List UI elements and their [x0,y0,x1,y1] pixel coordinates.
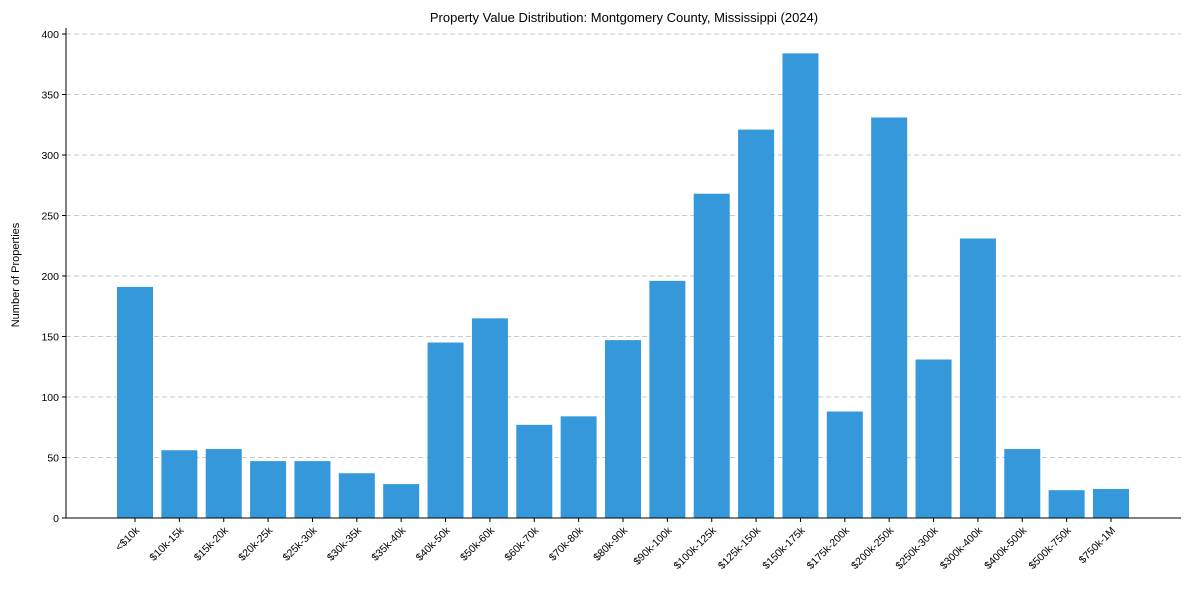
y-tick-label: 250 [41,211,59,223]
bars: <$10k: 191$10k-15k: 56$15k-20k: 57$20k-2… [117,53,1129,519]
bar-11: $80k-90k: 147 [605,340,641,518]
x-tick-label: $80k-90k [591,524,631,564]
bar-16: $175k-200k: 88 [826,411,863,518]
x-tick-label: $250k-300k [893,524,941,572]
x-tick-label: $10k-15k [147,524,187,564]
bar-10: $70k-80k: 84 [560,416,597,518]
x-tick-label: $400k-500k [982,524,1030,572]
x-tick-label: $25k-30k [281,524,321,564]
x-tick-label: $750k-1M [1077,525,1119,567]
bar-21: $500k-750k: 23 [1048,490,1085,518]
bar-1: $10k-15k: 56 [161,450,198,518]
bar-5: $30k-35k: 37 [338,473,375,518]
x-tick-label: $100k-125k [672,524,720,572]
x-tick-label: $35k-40k [369,524,409,564]
x-tick-label: $175k-200k [805,524,853,572]
y-tick-label: 0 [53,513,59,525]
x-tick-label: $300k-400k [938,524,986,572]
bar-20: $400k-500k: 57 [1004,449,1041,518]
bar-8: $50k-60k: 165 [471,318,508,518]
bar-22: $750k-1M: 24 [1093,488,1129,518]
x-tick-label: $40k-50k [414,524,454,564]
x-tick-label: $15k-20k [192,524,232,564]
x-tick-label: $90k-100k [631,524,675,568]
chart-title: Property Value Distribution: Montgomery … [430,10,818,25]
bar-18: $250k-300k: 131 [915,359,952,518]
x-tick-label: $60k-70k [502,524,542,564]
bar-15: $150k-175k: 384 [782,53,819,519]
x-tick-label: <$10k [113,524,142,553]
bar-4: $25k-30k: 47 [294,461,331,518]
bar-3: $20k-25k: 47 [250,461,287,518]
bar-17: $200k-250k: 331 [871,117,908,519]
x-tick-label: $70k-80k [547,524,587,564]
x-tick-label: $500k-750k [1026,524,1074,572]
bar-13: $100k-125k: 268 [693,193,730,518]
x-tick-label: $50k-60k [458,524,498,564]
x-tick-label: $150k-175k [760,524,808,572]
x-tick-label: $30k-35k [325,524,365,564]
x-tick-label: $200k-250k [849,524,897,572]
y-tick-label: 150 [41,332,59,344]
y-tick-label: 300 [41,150,59,162]
bar-7: $40k-50k: 145 [427,342,464,518]
y-tick-label: 350 [41,90,59,102]
y-tick-label: 200 [41,271,59,283]
y-tick-labels: 0 50 100 150 200 250 300 350 400 [41,29,66,525]
x-tick-label: $125k-150k [716,524,764,572]
x-tick-label: $20k-25k [236,524,276,564]
bar-0: <$10k: 191 [117,286,153,518]
x-tick-labels: <$10k $10k-15k $15k-20k $20k-25k $25k-30k $30… [113,518,1118,572]
y-tick-label: 100 [41,392,59,404]
bar-14: $125k-150k: 321 [738,129,775,518]
bar-6: $35k-40k: 28 [383,484,420,518]
y-tick-label: 400 [41,29,59,41]
y-tick-label: 50 [47,453,59,465]
bar-19: $300k-400k: 231 [959,238,996,519]
y-axis-title: Number of Properties [10,222,22,327]
bar-2: $15k-20k: 57 [205,449,242,518]
bar-12: $90k-100k: 196 [649,280,686,518]
bar-9: $60k-70k: 77 [516,424,553,518]
